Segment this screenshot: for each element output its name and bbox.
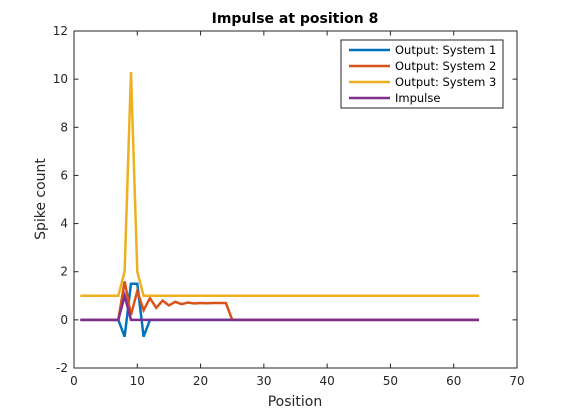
x-tick-label: 0 [70,374,78,388]
x-tick-label: 60 [446,374,461,388]
series-line-2 [80,281,480,322]
y-tick-label: 8 [60,120,68,134]
legend-label: Impulse [395,91,440,105]
y-axis-label: Spike count [33,158,49,240]
chart-title: Impulse at position 8 [212,11,379,27]
x-tick-label: 20 [193,374,208,388]
x-tick-label: 10 [130,374,145,388]
series-lines [80,71,480,338]
x-tick-label: 40 [320,374,335,388]
legend-label: Output: System 2 [395,59,496,73]
y-tick-label: 4 [60,217,68,231]
legend: Output: System 1 Output: System 2 Output: … [340,39,504,109]
x-tick-label: 30 [256,374,271,388]
y-tick-label: 10 [53,72,68,86]
series-line-4 [80,290,480,322]
x-tick-label: 70 [509,374,524,388]
series-line-3 [80,71,480,298]
legend-items: Output: System 1 Output: System 2 Output: … [349,43,496,105]
y-tick-label: 12 [53,24,68,38]
x-axis-label: Position [268,394,323,410]
y-tick-label: 0 [60,313,68,327]
x-tick-label: 50 [383,374,398,388]
legend-label: Output: System 3 [395,75,496,89]
legend-label: Output: System 1 [395,43,496,57]
y-tick-label: 6 [60,168,68,182]
y-tick-label: -2 [56,361,68,375]
y-tick-label: 2 [60,265,68,279]
legend-box [340,39,504,109]
